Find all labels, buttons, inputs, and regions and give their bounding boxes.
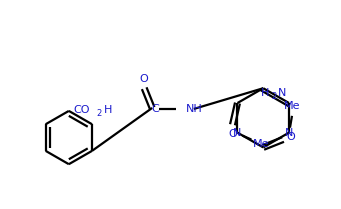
Text: N: N	[278, 88, 286, 98]
Text: N: N	[233, 128, 242, 138]
Text: Me: Me	[284, 101, 300, 111]
Text: CO: CO	[74, 105, 90, 115]
Text: O: O	[228, 129, 237, 139]
Text: NH: NH	[186, 104, 203, 114]
Text: Me: Me	[253, 139, 269, 149]
Text: 2: 2	[96, 109, 101, 118]
Text: H: H	[104, 105, 112, 115]
Text: 2: 2	[271, 92, 277, 101]
Text: O: O	[140, 74, 149, 84]
Text: O: O	[287, 132, 295, 141]
Text: C: C	[151, 104, 159, 114]
Text: N: N	[285, 128, 293, 138]
Text: H: H	[261, 88, 269, 98]
